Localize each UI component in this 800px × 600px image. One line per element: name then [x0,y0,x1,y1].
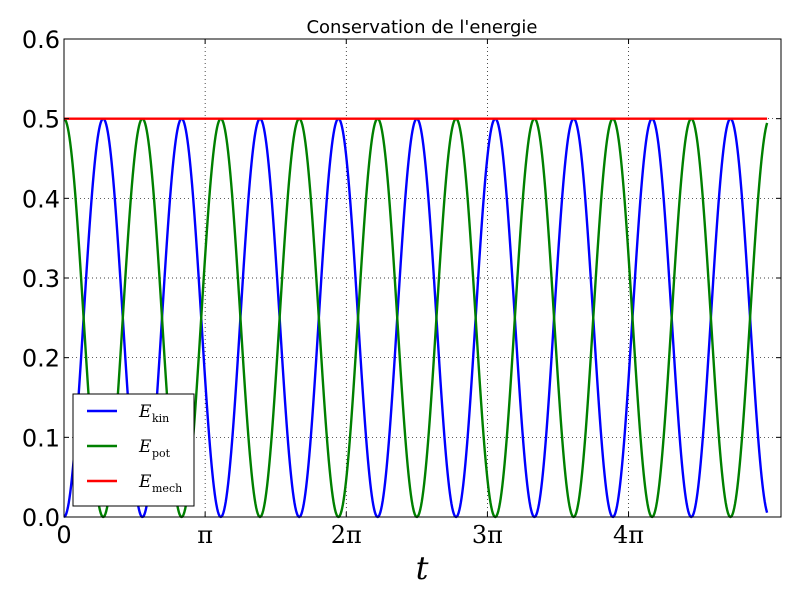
y-tick-label: 0.4 [22,185,60,213]
x-tick-label: 0 [56,521,71,549]
legend-label-mech: E [138,472,152,492]
y-tick-label: 0.1 [22,424,60,452]
y-tick-label: 0.5 [22,106,60,134]
legend-label-pot: E [138,437,152,457]
legend-sublabel-pot: pot [152,447,171,460]
legend-box [72,393,195,507]
y-tick-label: 0.2 [22,345,60,373]
y-axis: 0.0 0.1 0.2 0.3 0.4 0.5 0.6 [22,26,781,532]
x-tick-label: π [197,521,213,549]
chart-title: Conservation de l'energie [306,17,537,38]
legend-sublabel-kin: kin [152,412,169,425]
x-tick-label: 4π [613,521,644,549]
y-tick-label: 0.0 [22,504,60,532]
legend-sublabel-mech: mech [152,482,182,495]
x-tick-label: 2π [331,521,362,549]
legend-label-kin: E [138,402,152,422]
x-tick-label: 3π [472,521,503,549]
x-axis: 0 π 2π 3π 4π [56,39,644,549]
y-tick-label: 0.3 [22,265,60,293]
y-tick-label: 0.6 [22,26,60,54]
x-axis-label: t [416,549,429,587]
